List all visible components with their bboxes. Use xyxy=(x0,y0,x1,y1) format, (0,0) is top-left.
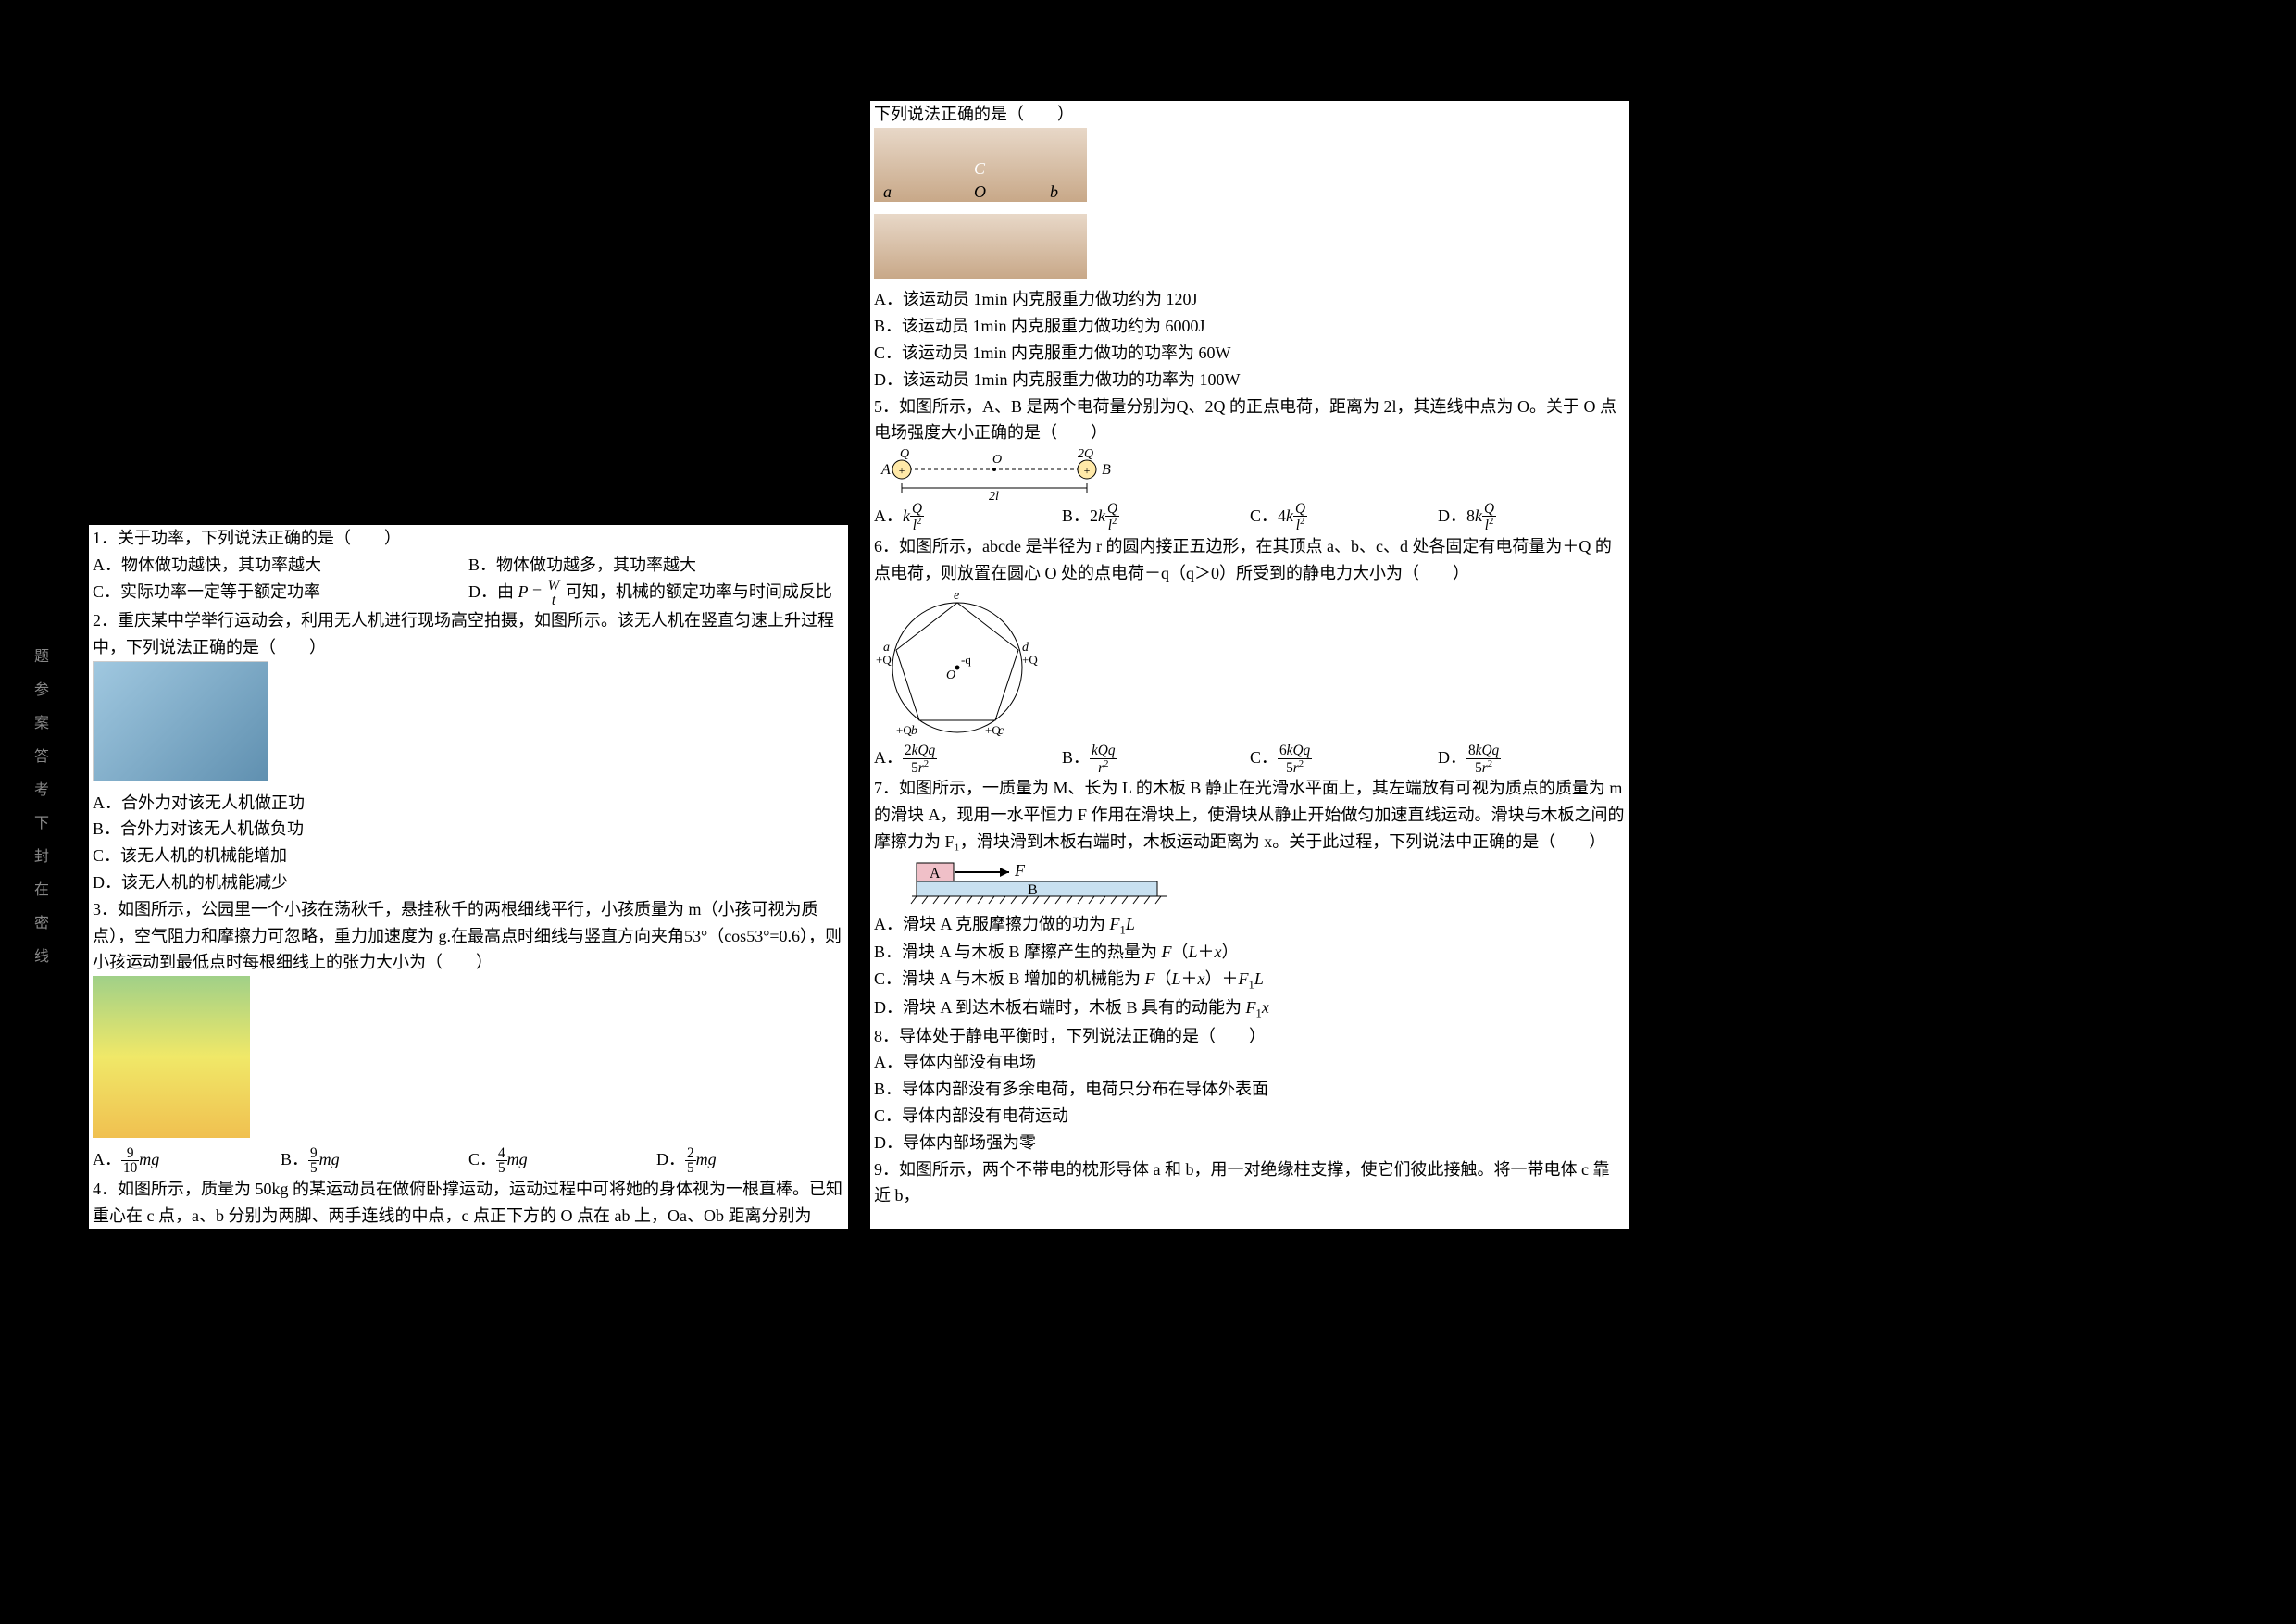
q6-choice-a: A．2kQq5r2 xyxy=(874,743,1062,775)
q6-choices: A．2kQq5r2 B．kQqr2 C．6kQq5r2 D．8kQq5r2 xyxy=(870,743,1629,775)
q4-choice-c: C．该运动员 1min 内克服重力做功的功率为 60W xyxy=(870,340,1629,367)
svg-text:+Q: +Q xyxy=(1022,653,1038,667)
q7-choice-b: B．滑块 A 与木板 B 摩擦产生的热量为 F（L＋x） xyxy=(870,939,1629,966)
q4-header: 下列说法正确的是（ ） xyxy=(870,101,1629,128)
q3-choice-d: D．25mg xyxy=(656,1146,844,1176)
svg-text:B: B xyxy=(1102,462,1111,478)
q6-choice-d: D．8kQq5r2 xyxy=(1438,743,1626,775)
svg-text:B: B xyxy=(1028,882,1038,898)
q5-diagram-svg: + + A B Q 2Q O 2l xyxy=(874,446,1115,502)
q7-stem: 7．如图所示，一质量为 M、长为 L 的木板 B 静止在光滑水平面上，其左端放有… xyxy=(870,775,1629,855)
q4-choice-d: D．该运动员 1min 内克服重力做功的功率为 100W xyxy=(870,367,1629,394)
svg-text:2Q: 2Q xyxy=(1078,447,1093,461)
q4-figure: C a O b xyxy=(870,128,1629,287)
q8-choice-d: D．导体内部场强为零 xyxy=(870,1130,1629,1156)
q5-figure: + + A B Q 2Q O 2l xyxy=(870,446,1629,502)
svg-text:+Q: +Q xyxy=(896,723,912,737)
q3-choice-a: A．910mg xyxy=(93,1146,281,1176)
pushup-down-image xyxy=(874,214,1087,279)
pushup-up-image: C a O b xyxy=(874,128,1087,202)
q1-stem: 1．关于功率，下列说法正确的是（ ） xyxy=(89,525,848,552)
q1-choice-b: B．物体做功越多，其功率越大 xyxy=(468,552,844,579)
q3-choice-c: C．45mg xyxy=(468,1146,656,1176)
q2-choice-d: D．该无人机的机械能减少 xyxy=(89,869,848,896)
q2-choice-b: B．合外力对该无人机做负功 xyxy=(89,816,848,843)
svg-text:F: F xyxy=(1014,861,1026,880)
q1-choice-c: C．实际功率一定等于额定功率 xyxy=(93,579,468,608)
q6-figure: e d +Q c +Q b +Q a +Q O -q xyxy=(870,586,1629,743)
q3-choices: A．910mg B．95mg C．45mg D．25mg xyxy=(89,1146,848,1176)
binding-text: 题 参 案 答 考 下 封 在 密 线 xyxy=(28,648,50,970)
q5-choice-b: B．2kQl2 xyxy=(1062,502,1250,533)
svg-text:O: O xyxy=(946,668,955,682)
q4-choice-a: A．该运动员 1min 内克服重力做功约为 120J xyxy=(870,286,1629,313)
q2-choice-a: A．合外力对该无人机做正功 xyxy=(89,790,848,817)
q7-choice-a: A．滑块 A 克服摩擦力做的功为 F1L xyxy=(870,911,1629,940)
svg-text:Q: Q xyxy=(900,447,909,461)
q7-choice-d: D．滑块 A 到达木板右端时，木板 B 具有的动能为 F1x xyxy=(870,994,1629,1023)
q5-stem: 5．如图所示，A、B 是两个电荷量分别为Q、2Q 的正点电荷，距离为 2l，其连… xyxy=(870,394,1629,447)
q1-choices-row2: C．实际功率一定等于额定功率 D．由 P = Wt 可知，机械的额定功率与时间成… xyxy=(89,579,848,608)
q5-choices: A．kQl2 B．2kQl2 C．4kQl2 D．8kQl2 xyxy=(870,502,1629,533)
drone-image xyxy=(93,661,268,781)
svg-text:+: + xyxy=(1084,464,1091,477)
q7-figure: A F B xyxy=(870,856,1629,911)
q5-choice-d: D．8kQl2 xyxy=(1438,502,1626,533)
q4-stem: 4．如图所示，质量为 50kg 的某运动员在做俯卧撑运动，运动过程中可将她的身体… xyxy=(89,1176,848,1282)
q6-choice-b: B．kQqr2 xyxy=(1062,743,1250,775)
q1-choice-d: D．由 P = Wt 可知，机械的额定功率与时间成反比 xyxy=(468,579,844,608)
q2-figure xyxy=(89,661,848,790)
svg-text:O: O xyxy=(992,453,1002,467)
q1-choice-a: A．物体做功越快，其功率越大 xyxy=(93,552,468,579)
q4-choice-b: B．该运动员 1min 内克服重力做功约为 6000J xyxy=(870,313,1629,340)
q8-choice-b: B．导体内部没有多余电荷，电荷只分布在导体外表面 xyxy=(870,1076,1629,1103)
right-column: 下列说法正确的是（ ） C a O b A．该运动员 1min 内克服重力做功约… xyxy=(870,101,1629,1229)
q6-stem: 6．如图所示，abcde 是半径为 r 的圆内接正五边形，在其顶点 a、b、c、… xyxy=(870,533,1629,587)
q8-choice-a: A．导体内部没有电场 xyxy=(870,1049,1629,1076)
q7-choice-c: C．滑块 A 与木板 B 增加的机械能为 F（L＋x）＋F1L xyxy=(870,966,1629,994)
swing-image xyxy=(93,976,250,1138)
q6-diagram-svg: e d +Q c +Q b +Q a +Q O -q xyxy=(874,586,1041,743)
svg-text:A: A xyxy=(880,462,891,478)
svg-text:b: b xyxy=(911,724,917,738)
svg-text:+Q: +Q xyxy=(985,723,1001,737)
q5-choice-a: A．kQl2 xyxy=(874,502,1062,533)
q1-choices-row1: A．物体做功越快，其功率越大 B．物体做功越多，其功率越大 xyxy=(89,552,848,579)
q2-stem: 2．重庆某中学举行运动会，利用无人机进行现场高空拍摄，如图所示。该无人机在竖直匀… xyxy=(89,607,848,661)
q3-stem: 3．如图所示，公园里一个小孩在荡秋千，悬挂秋千的两根细线平行，小孩质量为 m（小… xyxy=(89,896,848,976)
left-column: 1．关于功率，下列说法正确的是（ ） A．物体做功越快，其功率越大 B．物体做功… xyxy=(89,525,848,1229)
q6-choice-c: C．6kQq5r2 xyxy=(1250,743,1438,775)
svg-text:2l: 2l xyxy=(989,490,999,502)
svg-text:e: e xyxy=(954,589,959,603)
svg-text:+: + xyxy=(899,464,905,477)
q3-figure xyxy=(89,976,848,1146)
q2-choice-c: C．该无人机的机械能增加 xyxy=(89,843,848,869)
q8-stem: 8．导体处于静电平衡时，下列说法正确的是（ ） xyxy=(870,1023,1629,1050)
q7-diagram-svg: A F B xyxy=(907,856,1185,911)
q8-choice-c: C．导体内部没有电荷运动 xyxy=(870,1103,1629,1130)
svg-text:A: A xyxy=(930,866,941,881)
q3-choice-b: B．95mg xyxy=(281,1146,468,1176)
svg-text:-q: -q xyxy=(961,653,971,667)
q5-choice-c: C．4kQl2 xyxy=(1250,502,1438,533)
q9-stem: 9．如图所示，两个不带电的枕形导体 a 和 b，用一对绝缘柱支撑，使它们彼此接触… xyxy=(870,1156,1629,1210)
svg-text:+Q: +Q xyxy=(876,653,892,667)
